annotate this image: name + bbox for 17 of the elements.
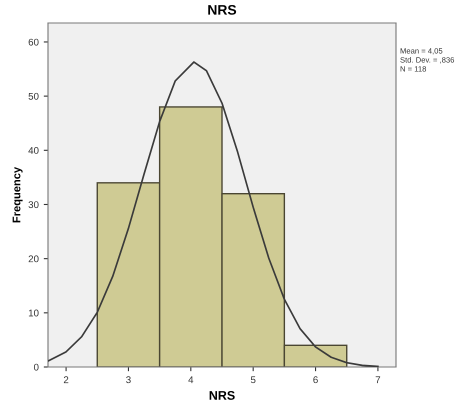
y-tick-label: 50 bbox=[28, 92, 39, 100]
x-tick-label: 6 bbox=[313, 376, 318, 384]
line-series bbox=[48, 61, 379, 367]
y-tick-label: 30 bbox=[28, 201, 39, 208]
x-tick-label: 7 bbox=[376, 376, 380, 384]
y-tick-label: 0 bbox=[34, 364, 39, 371]
chart-title: NRS bbox=[208, 4, 236, 15]
x-tick-label: 2 bbox=[64, 376, 68, 384]
x-tick-label: 3 bbox=[126, 376, 131, 384]
y-tick-label: 40 bbox=[28, 147, 39, 154]
y-tick-label: 20 bbox=[28, 255, 39, 262]
y-tick-label: 60 bbox=[28, 38, 39, 46]
y-axis-title: Frequency bbox=[12, 166, 23, 222]
y-tick-label: 10 bbox=[28, 310, 39, 316]
x-tick-label: 4 bbox=[188, 376, 194, 384]
x-axis-title: NRS bbox=[210, 390, 235, 400]
x-tick-label: 5 bbox=[250, 376, 256, 384]
